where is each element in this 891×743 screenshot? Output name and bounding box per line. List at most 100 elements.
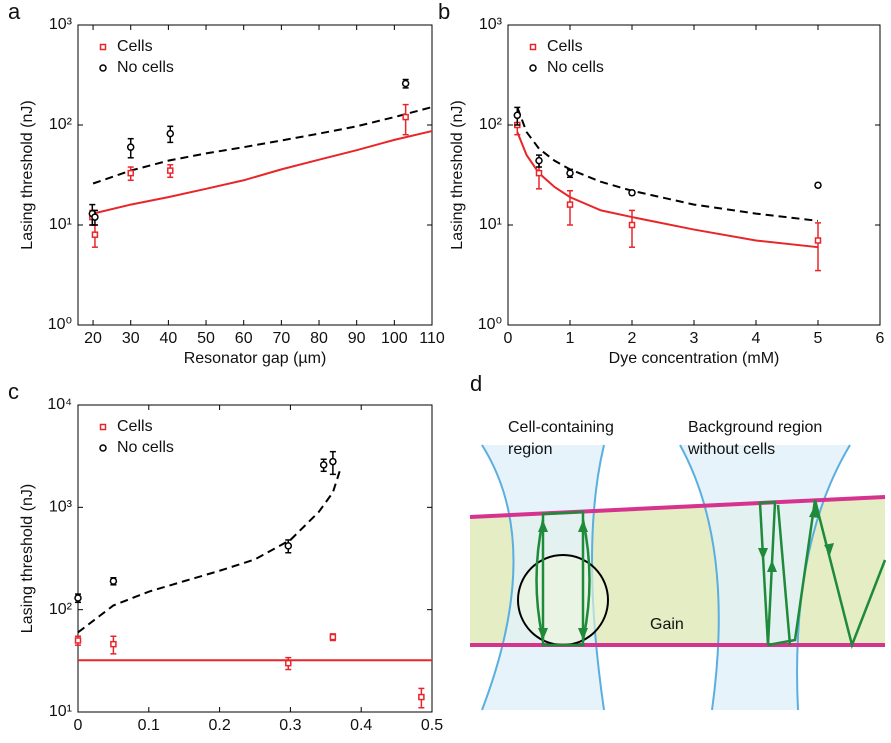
panel-label: c <box>8 379 19 404</box>
arrowheads <box>538 505 834 640</box>
x-tick-label: 5 <box>814 330 823 347</box>
x-tick-label: 6 <box>876 330 885 347</box>
point <box>166 129 175 138</box>
plot-frame <box>77 404 433 713</box>
error-bar <box>815 222 821 272</box>
point <box>566 201 574 208</box>
legend-label: No cells <box>117 59 174 76</box>
x-tick-label: 20 <box>84 330 102 347</box>
legend-label: No cells <box>547 59 604 76</box>
diagram: d Cell-containing region Background regi… <box>469 371 887 711</box>
x-tick-label: 40 <box>159 330 177 347</box>
fit-line <box>77 470 341 634</box>
y-tick-label: 10³ <box>479 16 503 33</box>
point <box>814 181 822 189</box>
y-tick-label: 10³ <box>49 16 73 33</box>
y-tick-label: 10⁰ <box>478 316 502 333</box>
x-tick-label: 110 <box>419 330 445 347</box>
plot-frame <box>77 24 433 326</box>
region-label: without cells <box>687 441 775 458</box>
point <box>285 659 292 667</box>
legend-label: Cells <box>117 38 153 55</box>
point <box>74 594 82 602</box>
point <box>535 156 543 165</box>
x-tick-label: 1 <box>566 330 575 347</box>
legend-marker <box>99 444 107 452</box>
legend-marker <box>529 64 537 72</box>
y-axis-label: Lasing threshold (nJ) <box>19 100 36 249</box>
region-label: region <box>508 441 552 458</box>
region-label: Background region <box>688 419 822 436</box>
point <box>566 169 574 177</box>
panel-label: b <box>438 0 450 24</box>
fit-line <box>516 131 819 249</box>
point <box>74 637 82 644</box>
rays <box>535 499 887 650</box>
point <box>319 461 328 469</box>
region-label: Cell-containing <box>508 419 614 436</box>
x-tick-label: 2 <box>628 330 637 347</box>
x-tick-label: 0.1 <box>138 717 160 734</box>
y-tick-label: 10² <box>49 116 73 133</box>
y-tick-label: 10² <box>479 116 503 133</box>
x-tick-label: 80 <box>310 330 328 347</box>
beam-edge <box>679 444 720 711</box>
beam-edge <box>591 444 605 711</box>
legend-label: Cells <box>547 38 583 55</box>
point <box>126 143 135 151</box>
point <box>91 213 99 221</box>
point <box>814 237 822 244</box>
x-tick-label: 4 <box>752 330 761 347</box>
legend-marker <box>99 64 107 72</box>
point <box>127 169 134 177</box>
x-tick-label: 0.4 <box>350 717 372 734</box>
gain-label: Gain <box>650 616 684 633</box>
y-tick-label: 10⁴ <box>47 396 72 413</box>
x-tick-label: 60 <box>235 330 253 347</box>
legend-label: No cells <box>117 439 174 456</box>
y-tick-label: 10¹ <box>49 216 72 233</box>
point <box>628 189 636 197</box>
x-tick-label: 0.5 <box>421 717 443 734</box>
x-tick-label: 3 <box>690 330 699 347</box>
x-tick-label: 0 <box>74 717 83 734</box>
panel-label: a <box>8 0 21 24</box>
point <box>110 640 117 648</box>
y-tick-label: 10³ <box>49 499 73 516</box>
point <box>535 169 543 177</box>
cell <box>517 554 609 646</box>
point <box>329 633 337 641</box>
y-tick-label: 10² <box>49 601 73 618</box>
panel-label: d <box>470 371 482 396</box>
point <box>91 231 99 238</box>
legend-marker <box>99 423 107 431</box>
legend-marker <box>99 43 107 51</box>
point <box>402 113 409 121</box>
point <box>109 577 118 585</box>
point <box>167 167 174 174</box>
point <box>628 221 636 229</box>
point <box>401 79 410 88</box>
y-tick-label: 10¹ <box>49 703 72 720</box>
y-tick-label: 10¹ <box>479 216 502 233</box>
point <box>513 111 522 120</box>
x-tick-label: 0.2 <box>208 717 230 734</box>
legend-marker <box>529 43 537 51</box>
x-tick-label: 30 <box>122 330 140 347</box>
x-axis-label: Dye concentration (mM) <box>609 350 780 367</box>
x-tick-label: 90 <box>348 330 366 347</box>
fit-line <box>516 107 819 222</box>
beam-edge <box>481 444 515 711</box>
x-tick-label: 0.3 <box>279 717 301 734</box>
error-bar <box>629 209 635 248</box>
x-axis-label: Resonator gap (µm) <box>184 350 327 367</box>
fit-line <box>92 130 433 215</box>
y-axis-label: Lasing threshold (nJ) <box>19 484 36 633</box>
error-bar <box>567 190 573 226</box>
point <box>418 693 425 701</box>
point <box>329 457 337 466</box>
x-tick-label: 70 <box>272 330 290 347</box>
point <box>284 542 293 550</box>
legend-label: Cells <box>117 418 153 435</box>
